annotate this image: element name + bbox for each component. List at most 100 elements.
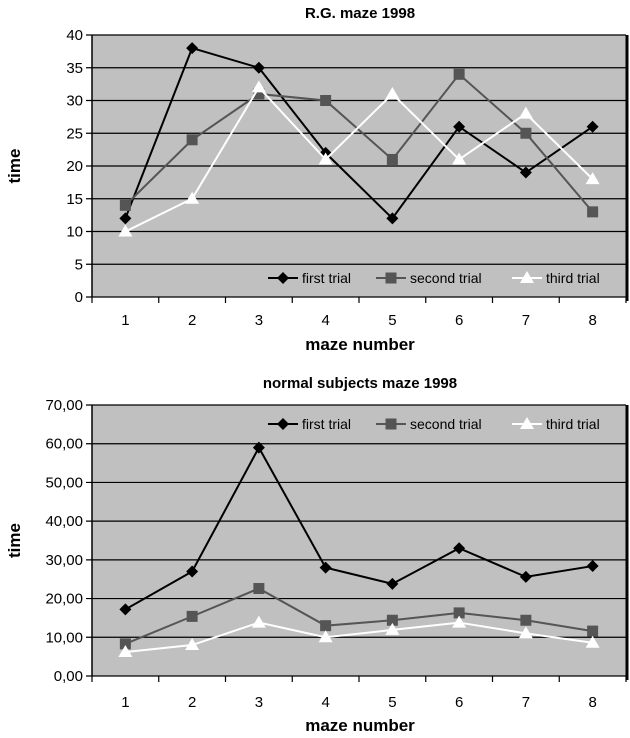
series-first-trial: [119, 441, 599, 616]
data-point: [252, 441, 265, 454]
series-line: [124, 587, 593, 645]
data-point: [586, 560, 599, 573]
plot-area: [92, 405, 626, 676]
y-tick-label: 20,00: [45, 591, 83, 608]
legend-label: first trial: [302, 416, 351, 432]
series-line: [124, 46, 594, 220]
data-point: [585, 635, 600, 648]
data-point: [318, 152, 333, 165]
series-third-trial: [118, 80, 600, 237]
data-point: [519, 570, 532, 583]
y-tick-label: 30: [66, 93, 83, 110]
legend-label: first trial: [302, 270, 351, 286]
data-point: [453, 607, 465, 619]
data-point: [452, 152, 467, 165]
data-point: [385, 622, 400, 635]
legend-label: third trial: [546, 416, 600, 432]
x-axis-label: maze number: [305, 716, 415, 735]
data-point: [386, 212, 399, 225]
data-point: [587, 625, 599, 637]
data-point: [518, 106, 533, 119]
y-tick-label: 0: [75, 289, 83, 306]
data-point: [453, 120, 466, 133]
legend-label: third trial: [546, 270, 600, 286]
data-point: [186, 610, 198, 622]
data-point: [119, 212, 132, 225]
x-tick-label: 7: [522, 312, 530, 329]
data-point: [251, 615, 266, 628]
series-line: [124, 72, 594, 213]
data-point: [185, 191, 200, 204]
legend-label: second trial: [410, 270, 482, 286]
data-point: [118, 644, 133, 657]
series-line: [125, 621, 593, 653]
data-point: [519, 166, 532, 179]
legend-marker: [277, 418, 289, 430]
legend-marker: [277, 272, 289, 284]
x-tick-label: 3: [255, 312, 263, 329]
series-second-trial: [119, 583, 599, 650]
x-tick-label: 2: [188, 694, 196, 711]
chart-title: normal subjects maze 1998: [263, 375, 457, 392]
data-point: [453, 68, 465, 80]
legend-label: second trial: [410, 416, 482, 432]
data-point: [518, 626, 533, 639]
data-point: [253, 583, 265, 595]
legend-marker: [385, 272, 397, 284]
data-point: [320, 95, 332, 106]
legend-marker: [520, 417, 534, 429]
y-tick-label: 70,00: [45, 397, 83, 414]
chart-panel-1: 0 5 10 15 20 25 30 35 40 1 2 3 4 5 6 7 8 R.G. maze 1998 ma…: [5, 5, 629, 354]
legend-marker: [520, 271, 534, 283]
y-tick-label: 40: [66, 27, 83, 44]
x-axis-label: maze number: [305, 335, 415, 354]
x-tick-label: 8: [588, 694, 596, 711]
y-tick-label: 25: [66, 125, 83, 142]
series-third-trial: [118, 615, 600, 657]
y-tick-label: 20: [66, 158, 83, 175]
data-point: [119, 638, 131, 650]
y-tick-label: 0,00: [54, 668, 83, 685]
chart-panel-2: 0,00 10,00 20,00 30,00 40,00 50,00 60,00 70,00 1…: [5, 375, 629, 735]
x-tick-label: 4: [321, 694, 329, 711]
data-point: [520, 127, 532, 139]
series-line: [124, 85, 594, 233]
data-point: [186, 134, 198, 146]
data-point: [185, 638, 200, 651]
y-tick-label: 40,00: [45, 513, 83, 530]
data-point: [319, 561, 332, 574]
x-tick-label: 4: [321, 312, 329, 329]
data-point: [320, 620, 332, 632]
x-tick-label: 1: [121, 312, 129, 329]
y-tick-label: 35: [66, 60, 83, 77]
x-tick-label: 7: [522, 694, 530, 711]
y-tick-label: 10,00: [45, 629, 83, 646]
y-tick-label: 60,00: [45, 436, 83, 453]
x-tick-label: 2: [188, 312, 196, 329]
data-point: [386, 614, 398, 626]
y-tick-label: 50,00: [45, 474, 83, 491]
data-point: [585, 172, 600, 185]
data-point: [119, 603, 132, 616]
data-point: [586, 120, 599, 133]
y-axis-label: time: [5, 149, 24, 184]
data-point: [386, 577, 399, 590]
y-tick-label: 15: [66, 191, 83, 208]
data-point: [386, 153, 398, 165]
data-point: [186, 42, 199, 55]
series-second-trial: [119, 68, 599, 218]
y-tick-label: 10: [66, 224, 83, 241]
y-axis-label: time: [5, 523, 24, 558]
x-tick-label: 6: [455, 694, 463, 711]
y-tick-label: 5: [75, 256, 83, 273]
legend-marker: [385, 418, 397, 430]
data-point: [318, 630, 333, 643]
data-point: [385, 86, 400, 99]
x-tick-label: 6: [455, 312, 463, 329]
data-point: [452, 615, 467, 628]
data-point: [252, 61, 265, 74]
data-point: [453, 542, 466, 555]
data-point: [253, 88, 265, 100]
legend: first trial second trial third trial: [268, 416, 600, 432]
